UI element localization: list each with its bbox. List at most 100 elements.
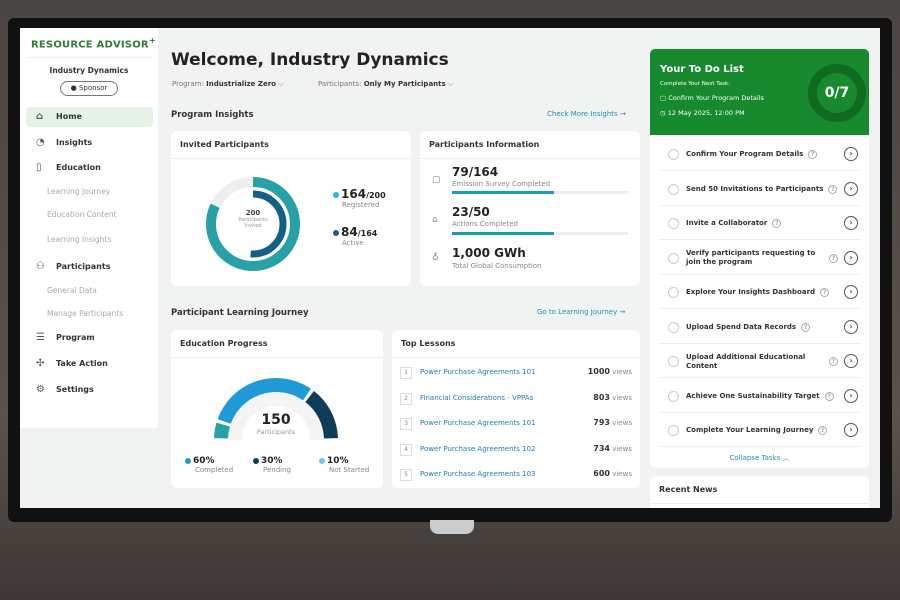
check-more-insights-link[interactable]: Check More Insights →	[547, 110, 626, 118]
lesson-title-link[interactable]: Financial Considerations - VPPAs	[420, 393, 534, 402]
chevron-right-circle-icon[interactable]: ›	[844, 319, 858, 334]
participants-filter[interactable]: Participants: Only My Participants ⌵	[318, 80, 454, 88]
lesson-row[interactable]: 4 Power Purchase Agreements 102 734 views	[400, 437, 632, 463]
chevron-right-circle-icon[interactable]: ›	[844, 181, 858, 196]
sidebar-sub-learning-journey[interactable]: Learning Journey	[47, 187, 111, 196]
chevron-right-circle-icon[interactable]: ›	[844, 250, 858, 265]
sidebar-item-education[interactable]: ▯ Education	[26, 158, 153, 178]
chevron-right-circle-icon[interactable]: ›	[844, 216, 858, 230]
legend-dot	[253, 457, 259, 464]
task-checkbox[interactable]	[668, 252, 679, 264]
legend-dot	[319, 457, 325, 464]
screen: RESOURCE ADVISOR+ Industry Dynamics ● Sp…	[20, 28, 880, 508]
chevron-right-circle-icon[interactable]: ›	[844, 423, 858, 437]
todo-task[interactable]: Invite a Collaborator? ›	[660, 207, 860, 240]
sidebar-item-settings[interactable]: ⚙ Settings	[26, 380, 153, 400]
clock-icon: ◷	[660, 109, 666, 117]
registered-ring	[206, 177, 300, 271]
book-icon: ▯	[36, 162, 42, 173]
chevron-right-circle-icon[interactable]: ›	[844, 147, 858, 161]
todo-task[interactable]: Achieve One Sustainability Target? ›	[660, 380, 860, 413]
help-icon[interactable]: ?	[820, 288, 830, 297]
help-icon[interactable]: ?	[828, 184, 838, 194]
sidebar-item-home[interactable]: ⌂ Home	[26, 107, 153, 127]
task-checkbox[interactable]	[668, 425, 679, 436]
participants-info-card: Participants Information ▢ 79/164 Emissi…	[420, 131, 640, 286]
lightbulb-icon: ♁	[432, 253, 439, 263]
recent-news-card: Recent News	[650, 476, 869, 508]
todo-task[interactable]: Confirm Your Program Details? ›	[660, 138, 860, 171]
todo-task[interactable]: Upload Spend Data Records? ›	[660, 311, 860, 344]
task-checkbox[interactable]	[668, 149, 679, 160]
chevron-down-icon: ⌵	[278, 80, 284, 88]
lesson-rank: 2	[400, 392, 412, 405]
lesson-title-link[interactable]: Power Purchase Agreements 101	[420, 368, 536, 376]
lesson-row[interactable]: 1 Power Purchase Agreements 101 1000 views	[400, 360, 632, 386]
collapse-tasks-button[interactable]: Collapse Tasks ︿	[729, 454, 790, 462]
help-icon[interactable]: ?	[824, 391, 834, 401]
lesson-rank: 1	[400, 367, 412, 379]
emission-survey-value: 79/164	[452, 165, 499, 179]
chevron-right-circle-icon[interactable]: ›	[844, 285, 858, 299]
legend-dot	[185, 457, 191, 464]
task-label-row: Verify participants requesting to join t…	[686, 242, 838, 275]
help-icon[interactable]: ?	[818, 426, 828, 435]
sidebar-item-take-action[interactable]: ✣ Take Action	[26, 354, 153, 374]
consumption-label: Total Global Consumption	[452, 262, 542, 270]
help-icon[interactable]: ?	[829, 253, 838, 263]
actions-value: 23/50	[452, 205, 490, 219]
lesson-row[interactable]: 5 Power Purchase Agreements 103 600 views	[400, 462, 632, 488]
task-label-row: Upload Additional Educational Content?	[686, 345, 838, 378]
logo[interactable]: RESOURCE ADVISOR+	[31, 35, 156, 51]
sidebar-item-participants[interactable]: ⚇ Participants	[26, 257, 153, 277]
consumption-value: 1,000 GWh	[452, 246, 526, 260]
emission-survey-label: Emission Survey Completed	[452, 180, 551, 188]
program-filter[interactable]: Program: Industrialize Zero ⌵	[172, 80, 284, 88]
lesson-title-link[interactable]: Power Purchase Agreements 103	[420, 470, 536, 478]
sidebar-item-insights[interactable]: ◔ Insights	[26, 133, 153, 153]
people-icon: ⚇	[36, 261, 45, 272]
task-checkbox[interactable]	[668, 287, 679, 298]
task-checkbox[interactable]	[668, 356, 679, 367]
todo-task[interactable]: Complete Your Learning Journey? ›	[660, 414, 860, 447]
chevron-right-circle-icon[interactable]: ›	[844, 388, 858, 403]
puzzle-icon: ✣	[36, 358, 45, 369]
sidebar-item-program[interactable]: ☰ Program	[26, 328, 153, 348]
emission-survey-progress	[452, 191, 628, 194]
sidebar-sub-learning-insights[interactable]: Learning Insights	[47, 235, 112, 244]
help-icon[interactable]: ?	[829, 357, 838, 366]
clipboard-icon: ▢	[432, 175, 441, 185]
lesson-title-link[interactable]: Power Purchase Agreements 102	[420, 444, 536, 453]
invited-total: 200	[245, 209, 261, 217]
help-icon[interactable]: ?	[772, 219, 782, 228]
gauge-track	[228, 392, 324, 441]
sidebar-sub-education-content[interactable]: Education Content	[47, 210, 117, 219]
help-icon[interactable]: ?	[808, 150, 818, 159]
task-checkbox[interactable]	[668, 218, 679, 229]
task-label: Complete Your Learning Journey	[686, 426, 814, 434]
legend-not-started: 10% Not Started	[319, 456, 369, 474]
task-checkbox[interactable]	[668, 321, 679, 333]
task-checkbox[interactable]	[668, 183, 679, 195]
todo-task[interactable]: Send 50 Invitations to Participants? ›	[660, 173, 860, 206]
next-task-link[interactable]: ▢ Confirm Your Program Details	[660, 94, 764, 102]
task-label-row: Upload Spend Data Records?	[686, 311, 838, 344]
todo-task[interactable]: Explore Your Insights Dashboard? ›	[660, 276, 860, 309]
lesson-title-link[interactable]: Power Purchase Agreements 101	[420, 419, 536, 427]
task-checkbox[interactable]	[668, 390, 679, 402]
help-icon[interactable]: ?	[801, 322, 811, 332]
todo-task[interactable]: Verify participants requesting to join t…	[660, 242, 860, 275]
gear-icon: ⚙	[36, 384, 45, 395]
chevron-right-circle-icon[interactable]: ›	[844, 354, 858, 368]
sidebar-sub-general-data[interactable]: General Data	[47, 286, 97, 295]
sidebar-sub-manage-participants[interactable]: Manage Participants	[47, 309, 124, 318]
lesson-row[interactable]: 3 Power Purchase Agreements 101 793 views	[400, 411, 632, 437]
legend-completed: 60% Completed	[185, 456, 233, 474]
lesson-row[interactable]: 2 Financial Considerations - VPPAs 803 vie…	[400, 386, 632, 412]
task-label: Invite a Collaborator	[686, 219, 768, 227]
sidebar: RESOURCE ADVISOR+ Industry Dynamics ● Sp…	[20, 28, 158, 428]
go-to-learning-journey-link[interactable]: Go to Learning Journey →	[537, 308, 626, 316]
todo-task[interactable]: Upload Additional Educational Content? ›	[660, 345, 860, 378]
active-stat: 84/164 Active	[333, 225, 377, 247]
invited-participants-card: Invited Participants 200 Participants In…	[171, 131, 411, 286]
